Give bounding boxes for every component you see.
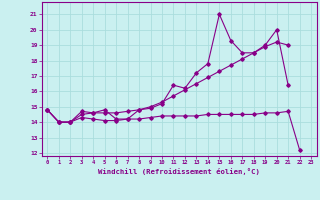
X-axis label: Windchill (Refroidissement éolien,°C): Windchill (Refroidissement éolien,°C) bbox=[98, 168, 260, 175]
